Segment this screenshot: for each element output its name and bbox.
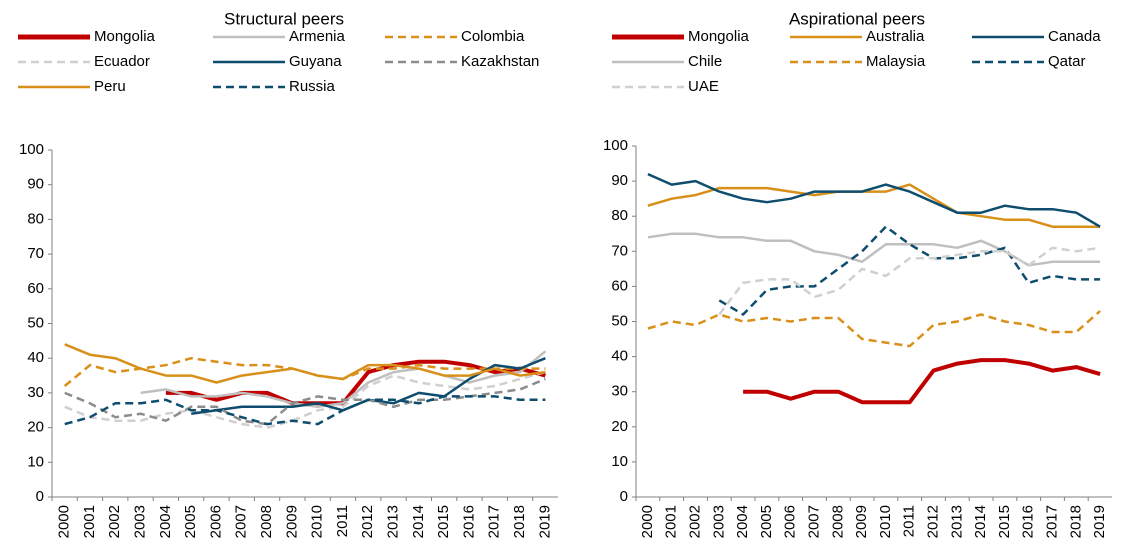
legend-label: Kazakhstan — [461, 53, 539, 70]
x-tick-label: 2011 — [334, 505, 351, 537]
x-tick-label: 2005 — [182, 505, 199, 538]
x-tick-label: 2004 — [734, 505, 751, 538]
x-tick-label: 2017 — [1043, 505, 1060, 538]
x-tick-label: 2010 — [877, 505, 894, 538]
x-tick-label: 2006 — [782, 505, 799, 538]
x-tick-label: 2009 — [283, 505, 300, 538]
x-tick-label: 2012 — [924, 505, 941, 538]
y-tick-label: 90 — [27, 176, 44, 193]
x-tick-label: 2003 — [710, 505, 727, 538]
series-line — [140, 350, 547, 409]
series-line — [647, 183, 1101, 228]
x-tick-label: 2009 — [853, 505, 870, 538]
y-tick-label: 10 — [27, 453, 44, 470]
legend-label: Malaysia — [866, 53, 926, 70]
x-tick-label: 2003 — [132, 505, 149, 538]
y-tick-label: 40 — [27, 349, 44, 366]
x-tick-label: 2015 — [996, 505, 1013, 538]
x-tick-label: 2018 — [511, 505, 528, 538]
y-tick-label: 30 — [611, 383, 628, 400]
x-tick-label: 2014 — [972, 505, 989, 538]
series-line — [647, 310, 1101, 348]
legend-label: Ecuador — [94, 53, 150, 70]
x-tick-label: 2002 — [106, 505, 123, 538]
x-tick-label: 2013 — [948, 505, 965, 538]
y-tick-label: 0 — [36, 488, 44, 505]
chart-title: Structural peers — [224, 9, 344, 28]
y-tick-label: 0 — [620, 488, 628, 505]
series-line — [743, 358, 1101, 405]
legend-label: UAE — [688, 78, 719, 95]
legend-label: Peru — [94, 78, 126, 95]
y-tick-label: 70 — [611, 242, 628, 259]
x-tick-label: 2016 — [1020, 505, 1037, 538]
y-tick-label: 80 — [27, 210, 44, 227]
legend-label: Canada — [1048, 28, 1101, 45]
legend-label: Russia — [289, 78, 336, 95]
x-tick-label: 2010 — [309, 505, 326, 538]
legend-label: Mongolia — [688, 28, 750, 45]
legend-label: Mongolia — [94, 28, 156, 45]
x-tick-label: 2013 — [385, 505, 402, 538]
x-tick-label: 2019 — [1091, 505, 1108, 538]
chart-title: Aspirational peers — [789, 9, 925, 28]
legend-label: Chile — [688, 53, 722, 70]
x-tick-label: 2007 — [805, 505, 822, 538]
x-tick-label: 2018 — [1067, 505, 1084, 538]
y-tick-label: 40 — [611, 348, 628, 365]
x-tick-label: 2011 — [901, 505, 918, 537]
x-tick-label: 2006 — [207, 505, 224, 538]
series-line — [64, 343, 546, 384]
x-tick-label: 2014 — [410, 505, 427, 538]
x-tick-label: 2005 — [758, 505, 775, 538]
x-tick-label: 2016 — [460, 505, 477, 538]
series-line — [64, 395, 546, 426]
legend-label: Colombia — [461, 28, 525, 45]
x-tick-label: 2007 — [233, 505, 250, 538]
legend-label: Qatar — [1048, 53, 1086, 70]
series-line — [64, 377, 546, 426]
x-tick-label: 2001 — [81, 505, 98, 538]
y-tick-label: 60 — [27, 280, 44, 297]
series-line — [647, 232, 1101, 267]
x-tick-label: 2004 — [157, 505, 174, 538]
x-tick-label: 2000 — [56, 505, 73, 538]
x-tick-label: 2017 — [486, 505, 503, 538]
y-tick-label: 20 — [611, 418, 628, 435]
y-tick-label: 60 — [611, 277, 628, 294]
y-tick-label: 100 — [603, 137, 628, 154]
legend-label: Armenia — [289, 28, 346, 45]
y-tick-label: 70 — [27, 245, 44, 262]
x-tick-label: 2002 — [686, 505, 703, 538]
x-tick-label: 2001 — [663, 505, 680, 538]
series-line — [64, 370, 546, 429]
y-tick-label: 50 — [611, 312, 628, 329]
series-line — [647, 172, 1101, 228]
x-tick-label: 2015 — [435, 505, 452, 538]
legend-label: Guyana — [289, 53, 342, 70]
y-tick-label: 50 — [27, 314, 44, 331]
x-tick-label: 2019 — [536, 505, 553, 538]
y-tick-label: 80 — [611, 207, 628, 224]
x-tick-label: 2008 — [258, 505, 275, 538]
series-line — [718, 225, 1101, 316]
x-tick-label: 2000 — [639, 505, 656, 538]
y-tick-label: 30 — [27, 384, 44, 401]
y-tick-label: 10 — [611, 453, 628, 470]
y-tick-label: 90 — [611, 172, 628, 189]
y-tick-label: 100 — [19, 141, 44, 158]
y-tick-label: 20 — [27, 419, 44, 436]
series-line — [718, 246, 1101, 316]
x-tick-label: 2008 — [829, 505, 846, 538]
x-tick-label: 2012 — [359, 505, 376, 538]
legend-label: Australia — [866, 28, 925, 45]
